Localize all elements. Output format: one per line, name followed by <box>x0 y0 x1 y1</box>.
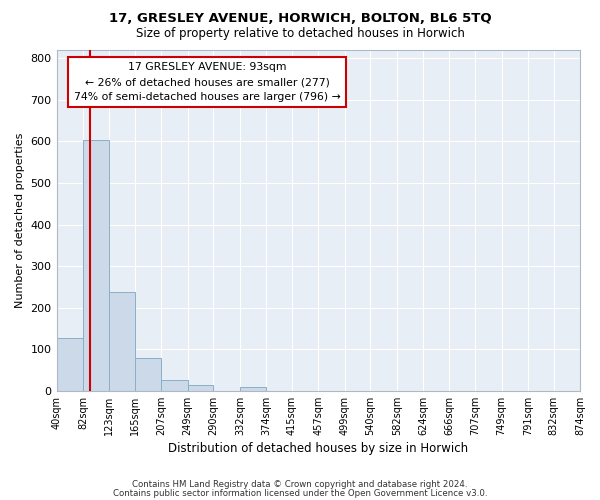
Text: 17 GRESLEY AVENUE: 93sqm
← 26% of detached houses are smaller (277)
74% of semi-: 17 GRESLEY AVENUE: 93sqm ← 26% of detach… <box>74 62 341 102</box>
Text: 17, GRESLEY AVENUE, HORWICH, BOLTON, BL6 5TQ: 17, GRESLEY AVENUE, HORWICH, BOLTON, BL6… <box>109 12 491 26</box>
Text: Contains public sector information licensed under the Open Government Licence v3: Contains public sector information licen… <box>113 489 487 498</box>
Text: Contains HM Land Registry data © Crown copyright and database right 2024.: Contains HM Land Registry data © Crown c… <box>132 480 468 489</box>
Bar <box>240 387 266 391</box>
X-axis label: Distribution of detached houses by size in Horwich: Distribution of detached houses by size … <box>168 442 469 455</box>
Bar <box>83 140 109 391</box>
Text: Size of property relative to detached houses in Horwich: Size of property relative to detached ho… <box>136 28 464 40</box>
Bar <box>161 380 188 391</box>
Bar <box>109 292 135 391</box>
Bar <box>135 358 161 391</box>
Y-axis label: Number of detached properties: Number of detached properties <box>15 132 25 308</box>
Bar <box>188 386 214 391</box>
Bar <box>56 338 83 391</box>
